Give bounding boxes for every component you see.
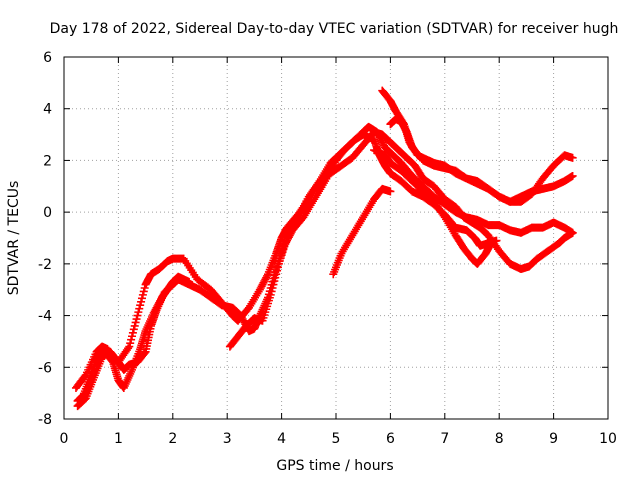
y-tick-label: 6 <box>43 50 52 66</box>
data-point <box>568 171 577 180</box>
x-tick-label: 9 <box>549 431 558 447</box>
chart-title: Day 178 of 2022, Sidereal Day-to-day VTE… <box>50 21 619 37</box>
data-point <box>568 228 577 237</box>
y-tick-label: -4 <box>38 309 52 325</box>
x-tick-label: 10 <box>599 431 617 447</box>
y-tick-label: 4 <box>43 102 52 118</box>
x-tick-label: 6 <box>386 431 395 447</box>
y-tick-label: -2 <box>38 257 52 273</box>
data-point <box>487 239 496 248</box>
x-tick-label: 3 <box>223 431 232 447</box>
x-tick-label: 1 <box>114 431 123 447</box>
series-track-4 <box>225 127 577 351</box>
x-tick-label: 8 <box>495 431 504 447</box>
series-track-5 <box>329 184 395 279</box>
data-point <box>185 277 194 286</box>
data-points <box>71 86 577 411</box>
plot-frame <box>63 56 609 420</box>
x-tick-label: 2 <box>168 431 177 447</box>
y-tick-label: 2 <box>43 153 52 169</box>
series-track-7 <box>386 115 577 206</box>
data-point <box>386 187 395 196</box>
data-point <box>140 348 149 357</box>
gridlines <box>64 57 608 419</box>
tick-labels: 0 1 2 3 4 5 6 7 8 9 10 -8 -6 -4 -2 0 2 4 6 <box>38 50 617 447</box>
data-point <box>263 271 272 280</box>
x-axis-label: GPS time / hours <box>276 458 393 474</box>
y-tick-label: -8 <box>38 412 52 428</box>
x-tick-label: 0 <box>60 431 69 447</box>
data-point <box>124 344 133 353</box>
y-tick-label: -6 <box>38 360 52 376</box>
series-track-3 <box>73 272 194 405</box>
x-tick-label: 4 <box>277 431 286 447</box>
data-point <box>80 372 89 381</box>
y-tick-label: 0 <box>43 205 52 221</box>
x-tick-label: 5 <box>332 431 341 447</box>
data-point <box>568 153 577 162</box>
x-tick-label: 7 <box>440 431 449 447</box>
y-axis-label: SDTVAR / TECUs <box>6 181 22 296</box>
series-track-2 <box>73 122 577 411</box>
series-track-8 <box>370 146 496 268</box>
